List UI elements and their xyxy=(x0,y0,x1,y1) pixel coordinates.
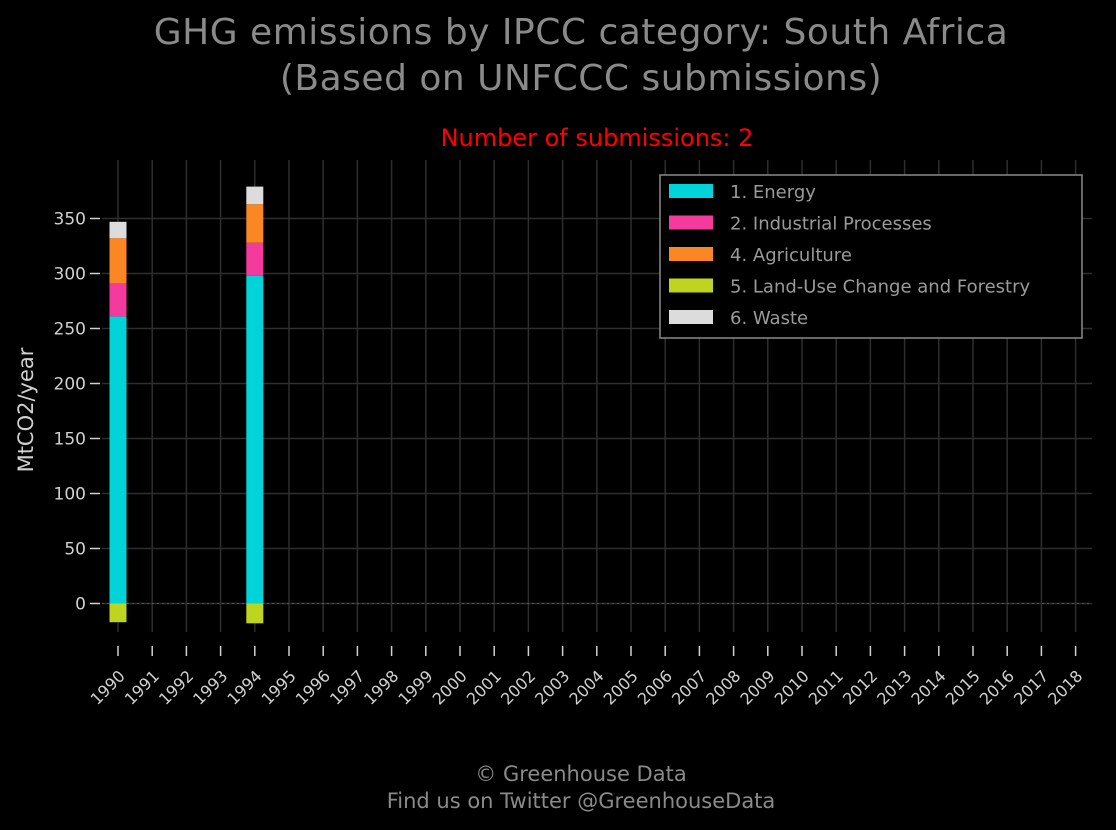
x-tick-label: 1999 xyxy=(394,666,436,708)
x-tick-label: 2017 xyxy=(1010,666,1052,708)
grid xyxy=(102,160,1092,632)
y-tick-label: 200 xyxy=(54,375,86,395)
x-tick-label: 1998 xyxy=(360,666,402,708)
x-tick-label: 2014 xyxy=(907,666,949,708)
legend-swatch xyxy=(669,184,713,198)
legend-swatch xyxy=(669,278,713,293)
y-tick-label: 50 xyxy=(64,540,86,560)
legend-label: 1. Energy xyxy=(730,182,816,203)
x-tick-label: 1991 xyxy=(121,666,163,708)
bar-segment xyxy=(246,603,264,624)
chart-subtitle: Number of submissions: 2 xyxy=(440,124,754,152)
x-tick-label: 2005 xyxy=(600,666,642,708)
legend-box xyxy=(659,174,1083,339)
x-tick-label: 1990 xyxy=(87,666,129,708)
x-tick-label: 1997 xyxy=(326,666,368,708)
x-tick-label: 2016 xyxy=(976,666,1018,708)
bar-segment xyxy=(246,204,264,243)
x-tick-label: 1995 xyxy=(258,666,300,708)
legend-label: 6. Waste xyxy=(730,308,808,329)
y-tick-label: 300 xyxy=(54,265,86,285)
y-tick-label: 100 xyxy=(54,485,86,505)
bar-segment xyxy=(109,603,127,623)
x-tick-label: 2011 xyxy=(805,666,847,708)
x-tick-label: 2001 xyxy=(463,666,505,708)
y-axis-label: MtCO2/year xyxy=(14,347,38,472)
x-tick-label: 2002 xyxy=(497,666,539,708)
x-tick-label: 2003 xyxy=(531,666,573,708)
legend-label: 4. Agriculture xyxy=(730,245,852,266)
bar-segment xyxy=(109,221,127,239)
x-tick-label: 1994 xyxy=(223,666,265,708)
x-tick-label: 2012 xyxy=(839,666,881,708)
legend-label: 5. Land-Use Change and Forestry xyxy=(730,277,1030,298)
bar-segment xyxy=(246,275,264,604)
x-tick-label: 1996 xyxy=(292,666,334,708)
x-tick-label: 1992 xyxy=(155,666,197,708)
y-tick-label: 0 xyxy=(75,595,86,615)
chart-title-line-1: GHG emissions by IPCC category: South Af… xyxy=(153,12,1009,53)
y-tick-label: 350 xyxy=(54,210,86,230)
legend-label: 2. Industrial Processes xyxy=(730,214,932,235)
x-tick-label: 2013 xyxy=(873,666,915,708)
bar-segment xyxy=(109,316,127,604)
x-tick-label: 2008 xyxy=(702,666,744,708)
x-tick-label: 2009 xyxy=(736,666,778,708)
x-tick-label: 2018 xyxy=(1044,666,1086,708)
x-tick-label: 2006 xyxy=(634,666,676,708)
bar-segment xyxy=(246,242,264,276)
x-tick-label: 2015 xyxy=(942,666,984,708)
footer-copyright: © Greenhouse Data xyxy=(475,762,687,786)
chart-title-line-2: (Based on UNFCCC submissions) xyxy=(279,58,883,99)
footer-twitter: Find us on Twitter @GreenhouseData xyxy=(386,789,776,813)
bar-segment xyxy=(109,238,127,284)
bar-segment xyxy=(109,283,127,317)
x-tick-label: 2007 xyxy=(668,666,710,708)
x-tick-label: 2010 xyxy=(771,666,813,708)
bar-segment xyxy=(246,186,264,205)
legend-swatch xyxy=(669,215,713,230)
x-tick-label: 1993 xyxy=(189,666,231,708)
legend-swatch xyxy=(669,247,713,261)
bars xyxy=(109,186,264,624)
x-tick-label: 2004 xyxy=(565,666,607,708)
y-tick-label: 150 xyxy=(54,430,86,450)
legend-swatch xyxy=(669,310,713,324)
legend: 1. Energy 2. Industrial Processes 4. Agric… xyxy=(659,174,1083,339)
y-tick-label: 250 xyxy=(54,320,86,340)
x-tick-label: 2000 xyxy=(429,666,471,708)
